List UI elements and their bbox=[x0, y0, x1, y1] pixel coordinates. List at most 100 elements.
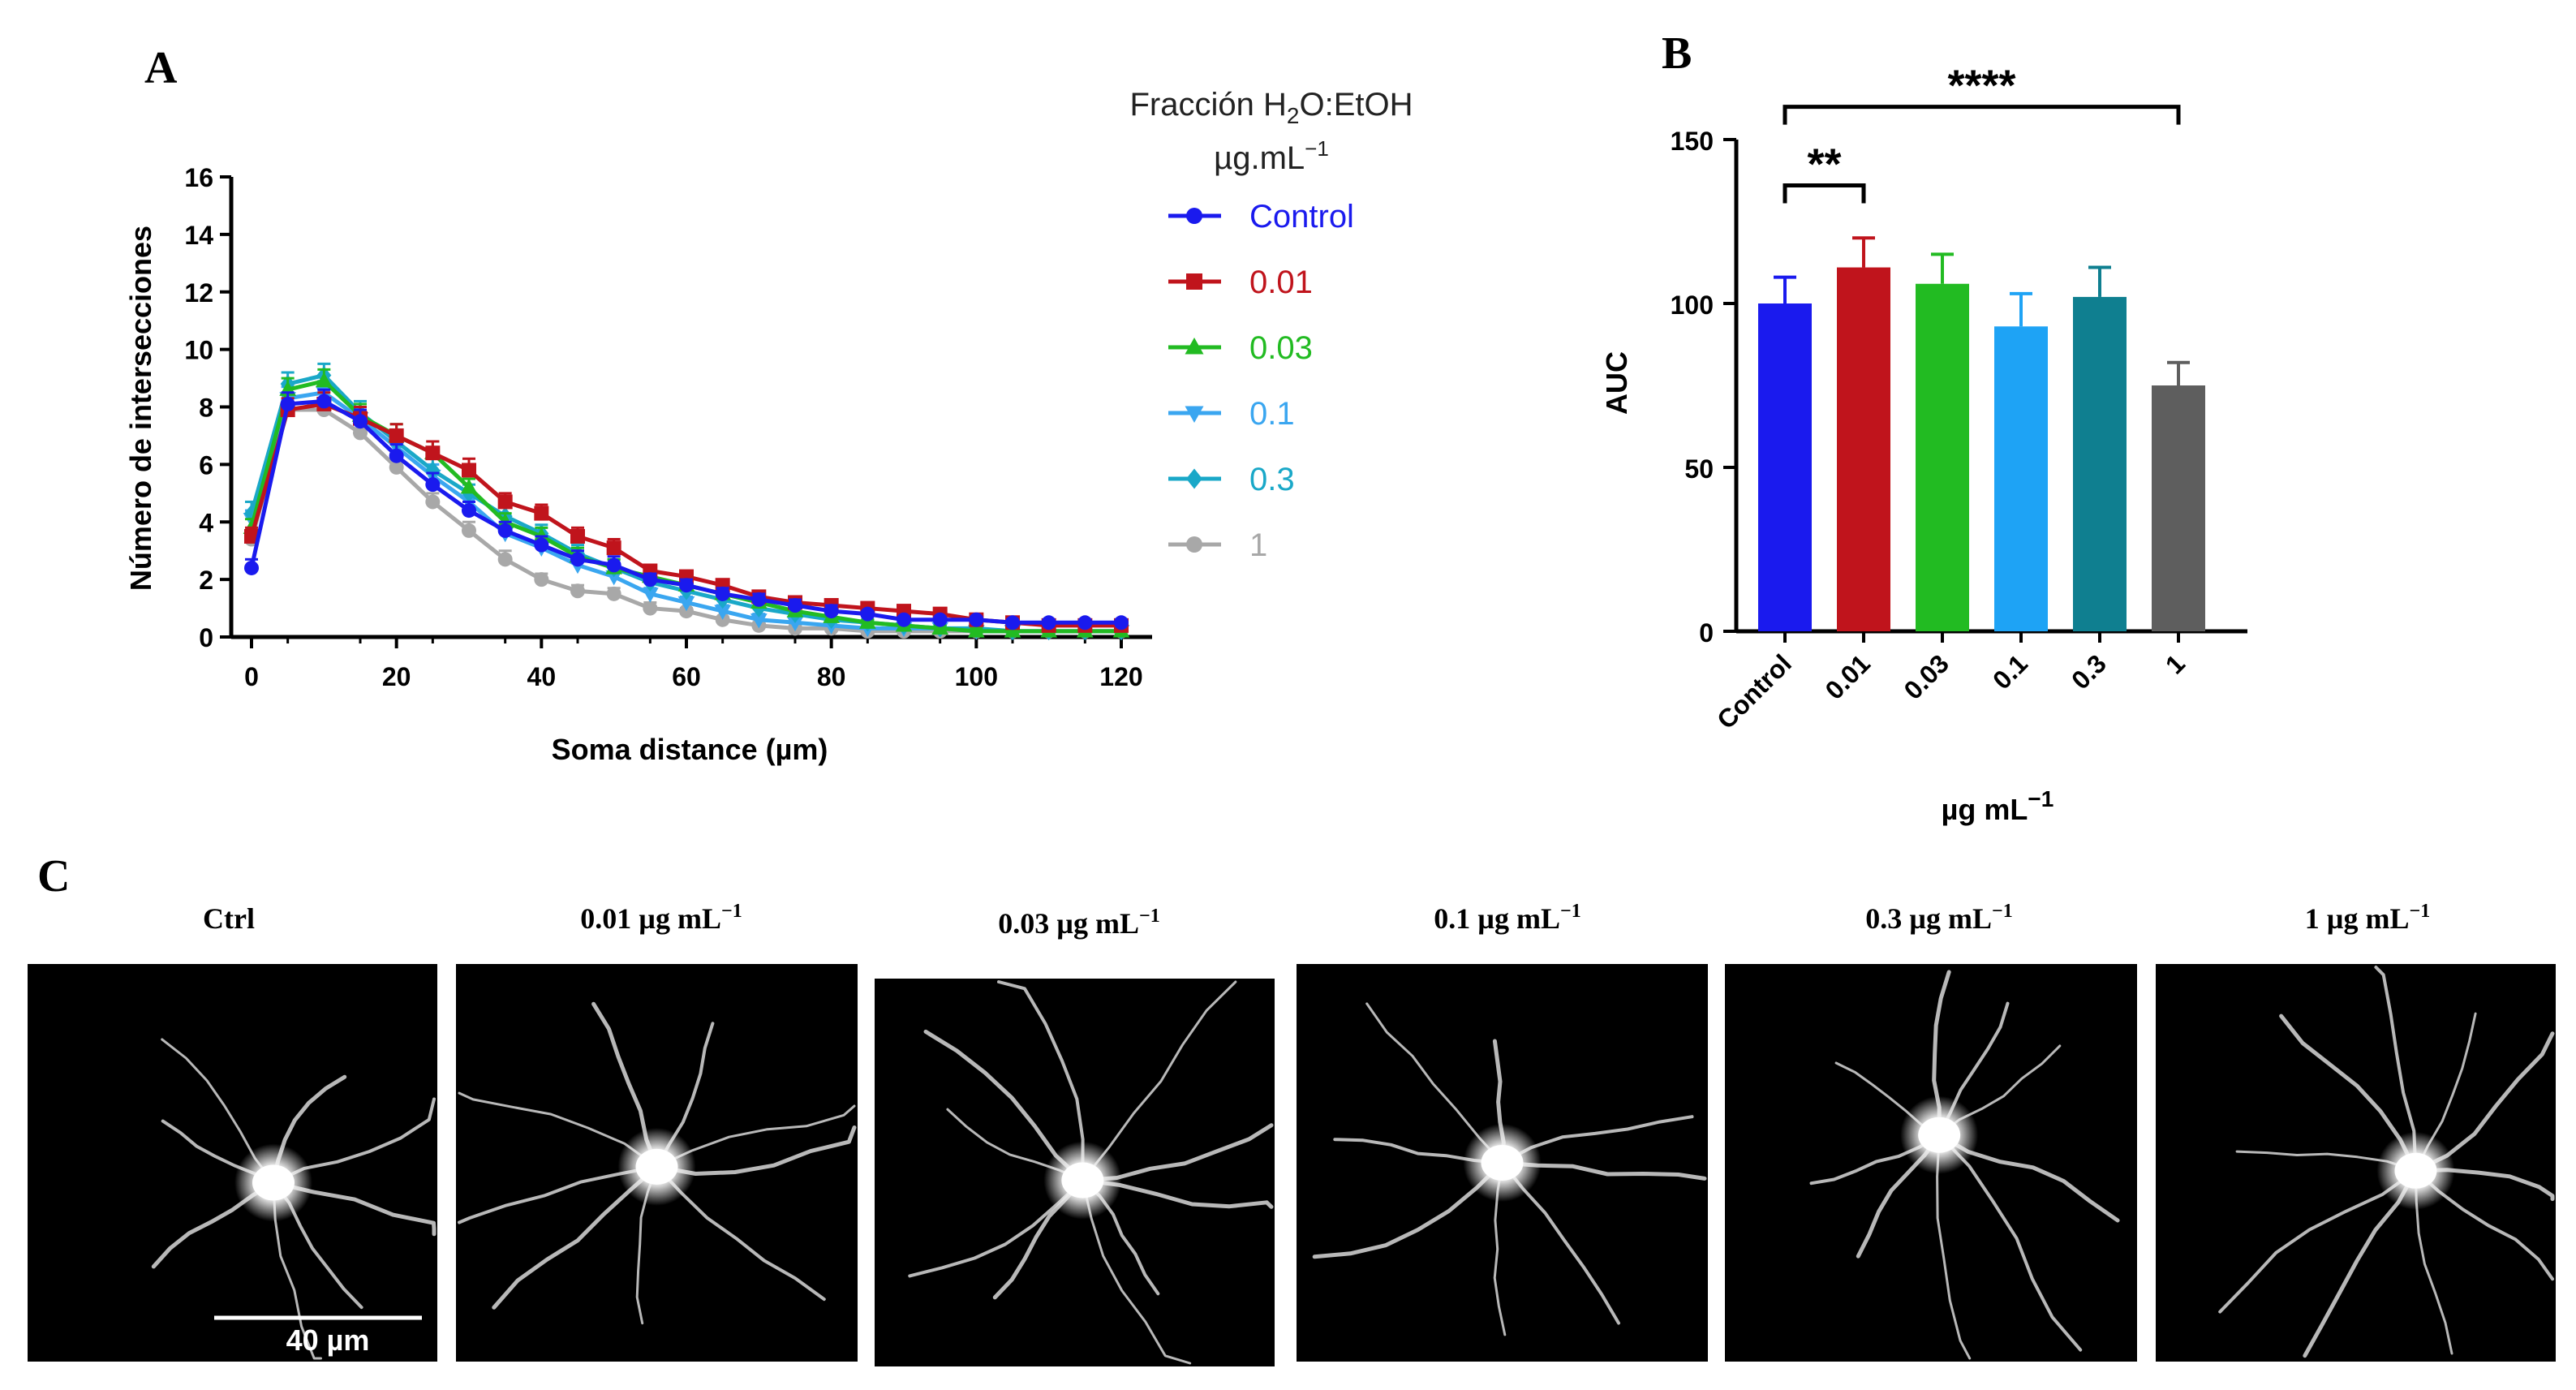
bar-chart-y-tick-label: 50 bbox=[1684, 454, 1714, 484]
legend-label: 0.3 bbox=[1249, 462, 1295, 497]
micrograph-image-4 bbox=[1297, 964, 1708, 1362]
micrograph-caption-0-1: 0.1 µg mL−1 bbox=[1434, 901, 1580, 935]
micrograph-image-5 bbox=[1725, 964, 2137, 1362]
data-point bbox=[969, 612, 984, 627]
soma bbox=[1061, 1162, 1104, 1198]
data-point bbox=[715, 586, 730, 601]
panel-label-c: C bbox=[37, 851, 70, 902]
bar-rect bbox=[1916, 283, 1969, 631]
bar-chart-x-axis-title: µg mL−1 bbox=[1942, 786, 2054, 826]
bar-0-03 bbox=[1916, 252, 1969, 631]
legend-item-0-1: 0.1 bbox=[1168, 396, 1295, 432]
soma bbox=[2394, 1152, 2437, 1189]
data-point bbox=[570, 583, 585, 599]
bar-chart-y-axis-title: AUC bbox=[1600, 351, 1633, 415]
data-point bbox=[534, 572, 549, 587]
line-chart-axes: 0 2 4 6 8 10 12 14 16 0 20 40 60 80 100 120 bbox=[184, 163, 1152, 691]
data-point bbox=[389, 428, 404, 443]
legend-label: Control bbox=[1249, 199, 1354, 235]
line-chart-x-tick-label: 120 bbox=[1099, 662, 1142, 691]
significance-bracket-2: **** bbox=[1783, 62, 2181, 125]
data-point bbox=[316, 394, 332, 409]
legend-swatch-marker bbox=[1186, 208, 1202, 224]
data-point bbox=[967, 622, 985, 638]
bar-rect bbox=[1837, 267, 1890, 631]
bar-chart-x-tick-label: 1 bbox=[2160, 648, 2191, 679]
dendrite bbox=[2218, 1168, 2418, 1314]
panel-label-a: A bbox=[144, 43, 178, 93]
data-point bbox=[677, 596, 695, 612]
line-series-0-1 bbox=[243, 380, 1130, 640]
line-chart-y-tick-label: 8 bbox=[199, 394, 213, 423]
line-chart-y-axis-title: Número de intersecciones bbox=[124, 226, 157, 591]
legend-swatch-marker bbox=[1185, 406, 1204, 423]
dendrite bbox=[997, 980, 1085, 1182]
data-point bbox=[534, 537, 549, 553]
data-point bbox=[1004, 622, 1021, 638]
data-point bbox=[462, 503, 476, 519]
significance-bracket-line bbox=[1783, 183, 1866, 204]
line-chart-y-tick-label: 16 bbox=[184, 163, 213, 192]
micrograph-images bbox=[28, 964, 2556, 1366]
micrograph-image-6 bbox=[2156, 964, 2556, 1362]
line-chart-x-tick-label: 100 bbox=[955, 662, 998, 691]
legend-swatch-marker bbox=[1186, 273, 1202, 290]
bar-chart-x-tick-label: Control bbox=[1711, 648, 1797, 734]
legend-item-1: 1 bbox=[1168, 527, 1267, 563]
data-point bbox=[389, 459, 404, 475]
micrograph-caption-1: 1 µg mL−1 bbox=[2305, 901, 2430, 935]
data-point bbox=[425, 445, 441, 461]
data-point bbox=[606, 586, 621, 601]
line-series-Control bbox=[244, 388, 1129, 630]
data-point bbox=[570, 528, 585, 544]
bar-chart-x-tick-label: 0.01 bbox=[1819, 648, 1875, 704]
data-point bbox=[460, 478, 478, 494]
data-point bbox=[244, 528, 259, 544]
data-point bbox=[462, 463, 476, 478]
data-point bbox=[425, 477, 441, 493]
legend-title-line-1: Fracción H2O:EtOH bbox=[1130, 87, 1413, 128]
data-point bbox=[353, 425, 368, 441]
data-point bbox=[788, 598, 802, 613]
dendrite bbox=[1937, 1133, 2083, 1352]
scale-bar-label: 40 µm bbox=[286, 1323, 370, 1357]
bar-rect bbox=[1994, 326, 2048, 631]
micrograph-background bbox=[2156, 964, 2556, 1362]
data-point bbox=[824, 604, 839, 619]
dendrite bbox=[656, 1104, 856, 1168]
dendrite bbox=[271, 1181, 437, 1237]
data-point bbox=[858, 613, 876, 629]
bar-Control bbox=[1758, 275, 1812, 631]
micrograph-panel-c: Ctrl 0.01 µg mL−1 0.03 µg mL−1 0.1 µg mL… bbox=[28, 901, 2556, 1366]
dendrite bbox=[1081, 1179, 1192, 1365]
legend-label: 1 bbox=[1249, 527, 1267, 563]
data-point bbox=[931, 619, 949, 635]
line-chart-y-tick-label: 2 bbox=[199, 566, 213, 595]
data-point bbox=[714, 605, 732, 620]
data-point bbox=[534, 506, 549, 521]
bar-chart-x-tick-label: 0.03 bbox=[1898, 648, 1954, 704]
line-chart-y-tick-label: 0 bbox=[199, 623, 213, 652]
data-point bbox=[532, 527, 550, 543]
micrograph-caption-0-03: 0.03 µg mL−1 bbox=[998, 906, 1159, 940]
significance-label: **** bbox=[1947, 62, 2015, 110]
legend-swatch-marker bbox=[1186, 536, 1202, 553]
micrograph-image-2 bbox=[456, 964, 858, 1362]
significance-bracket-line bbox=[1783, 105, 2181, 125]
data-point bbox=[315, 372, 333, 388]
legend-swatch-marker bbox=[1185, 338, 1204, 355]
legend-label: 0.1 bbox=[1249, 396, 1295, 432]
panel-label-b: B bbox=[1662, 28, 1692, 79]
legend-swatch-marker bbox=[1186, 468, 1202, 489]
line-chart-x-tick-label: 60 bbox=[672, 662, 701, 691]
micrograph-caption-0-01: 0.01 µg mL−1 bbox=[580, 901, 742, 935]
significance-label: ** bbox=[1807, 140, 1841, 189]
soma bbox=[1918, 1117, 1961, 1153]
bar-rect bbox=[2152, 385, 2205, 631]
line-chart-x-tick-label: 20 bbox=[382, 662, 411, 691]
legend-title-line-2: µg.mL−1 bbox=[1214, 136, 1329, 176]
line-chart-y-tick-label: 12 bbox=[184, 278, 213, 308]
data-point bbox=[786, 616, 804, 632]
data-point bbox=[932, 612, 948, 627]
